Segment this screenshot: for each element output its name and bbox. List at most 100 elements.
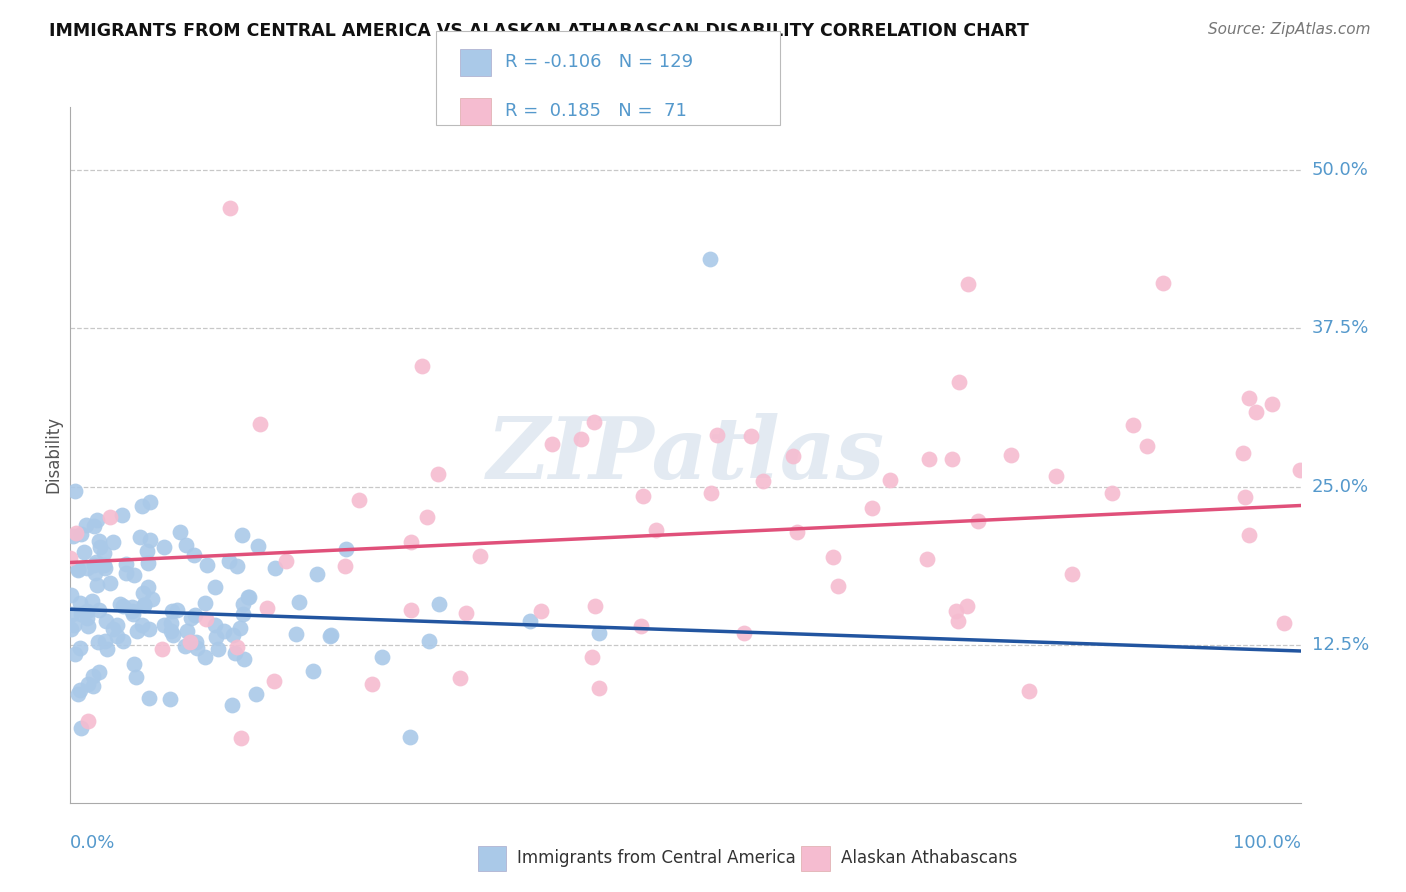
Point (184, 607, 207, 622)
Point (159, 692, 181, 706)
Point (256, 600, 278, 615)
Point (89, 541, 111, 555)
Point (219, 201, 242, 215)
Point (945, 604, 967, 618)
Point (1018, 684, 1040, 698)
Point (456, 607, 478, 621)
Point (246, 539, 269, 553)
Point (305, 566, 328, 581)
Point (1272, 616, 1295, 631)
Point (179, 635, 201, 649)
Point (263, 560, 285, 574)
Point (174, 639, 197, 653)
Point (82, 679, 104, 693)
Point (138, 690, 160, 705)
Point (132, 598, 155, 612)
Point (70, 607, 93, 622)
Point (918, 451, 941, 466)
Point (1232, 446, 1254, 460)
Point (132, 598, 155, 612)
Text: R =  0.185   N =  71: R = 0.185 N = 71 (505, 103, 686, 120)
Point (519, 614, 541, 628)
Point (879, 473, 901, 487)
Point (89, 603, 111, 617)
Point (204, 580, 226, 594)
Point (160, 615, 183, 630)
Point (87, 533, 110, 548)
Point (416, 509, 439, 524)
Point (1101, 485, 1123, 500)
Point (226, 558, 249, 573)
Point (915, 551, 938, 566)
Point (222, 628, 245, 642)
Point (82, 593, 104, 607)
Point (139, 533, 162, 548)
Point (94, 560, 117, 574)
Point (967, 515, 990, 529)
Point (229, 621, 252, 635)
Point (83, 519, 105, 533)
Point (111, 599, 134, 614)
Point (186, 641, 208, 656)
Point (583, 599, 606, 613)
Point (94, 633, 117, 648)
Point (581, 650, 603, 665)
Point (169, 524, 191, 539)
Point (588, 626, 610, 640)
Point (59, 588, 82, 602)
Point (176, 624, 198, 638)
Point (319, 628, 342, 642)
Point (236, 591, 259, 605)
Point (122, 657, 145, 671)
Point (1045, 468, 1067, 483)
Point (59, 622, 82, 636)
Point (160, 604, 183, 618)
Point (699, 252, 721, 266)
Point (226, 640, 249, 655)
Point (112, 633, 135, 648)
Point (204, 618, 226, 632)
Point (221, 698, 243, 713)
Point (284, 626, 307, 640)
Text: ZIPatlas: ZIPatlas (486, 413, 884, 497)
Point (360, 677, 382, 691)
Point (1062, 566, 1084, 581)
Point (87, 665, 110, 679)
Point (1152, 276, 1174, 290)
Point (98, 510, 121, 524)
Point (411, 359, 433, 373)
Point (108, 597, 131, 611)
Point (821, 549, 844, 564)
Point (86, 513, 108, 527)
Point (630, 619, 652, 633)
Point (229, 731, 252, 746)
Point (105, 618, 128, 632)
Point (1260, 397, 1282, 411)
Point (129, 530, 152, 544)
Point (426, 467, 449, 481)
Point (218, 554, 240, 568)
Point (956, 599, 979, 614)
Point (96, 642, 118, 657)
Point (319, 629, 342, 643)
Point (70, 527, 93, 541)
Point (131, 499, 153, 513)
Point (76, 611, 98, 625)
Point (207, 641, 229, 656)
Point (827, 579, 849, 593)
Point (418, 634, 440, 648)
Point (700, 485, 723, 500)
Point (427, 597, 450, 611)
Point (77, 676, 100, 690)
Point (86, 578, 108, 592)
Point (1234, 490, 1257, 504)
Point (184, 634, 207, 648)
Text: 37.5%: 37.5% (1312, 319, 1369, 337)
Point (76, 560, 98, 574)
Point (245, 687, 267, 701)
Text: IMMIGRANTS FROM CENTRAL AMERICA VS ALASKAN ATHABASCAN DISABILITY CORRELATION CHA: IMMIGRANTS FROM CENTRAL AMERICA VS ALASK… (49, 22, 1029, 40)
Text: Source: ZipAtlas.com: Source: ZipAtlas.com (1208, 22, 1371, 37)
Point (1239, 527, 1261, 541)
Text: 100.0%: 100.0% (1233, 834, 1301, 852)
Point (941, 452, 963, 467)
